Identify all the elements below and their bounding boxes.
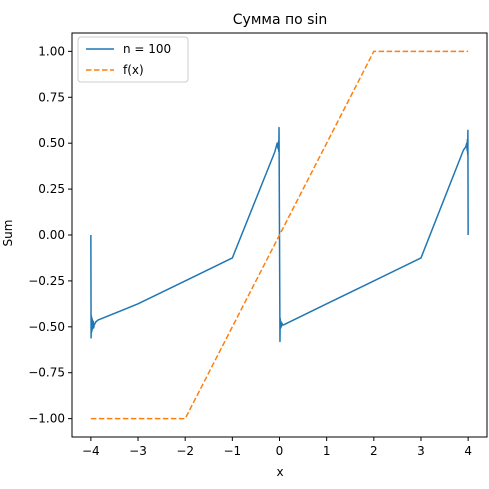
y-tick-label: 0.25 xyxy=(38,182,65,196)
series-line-fx xyxy=(90,50,469,420)
y-tick-label: 0.50 xyxy=(38,136,65,150)
x-tick-label: 3 xyxy=(417,444,425,458)
x-tick-label: −1 xyxy=(223,444,241,458)
x-tick-label: 4 xyxy=(464,444,472,458)
y-tick-label: −1.00 xyxy=(28,412,65,426)
legend-label-n100: n = 100 xyxy=(123,42,171,56)
chart-title: Сумма по sin xyxy=(233,12,327,28)
y-tick-label: 0.00 xyxy=(38,228,65,242)
legend-label-fx: f(x) xyxy=(123,63,144,77)
y-tick-label: −0.50 xyxy=(28,320,65,334)
y-axis-label: Sum xyxy=(1,220,15,247)
series-layer xyxy=(90,50,469,420)
x-tick-label: −2 xyxy=(176,444,194,458)
x-tick-label: 0 xyxy=(276,444,284,458)
x-tick-label: 1 xyxy=(323,444,331,458)
y-tick-label: −0.75 xyxy=(28,366,65,380)
x-axis-label: x xyxy=(276,465,283,479)
x-tick-label: −3 xyxy=(129,444,147,458)
legend: n = 100 f(x) xyxy=(77,36,189,83)
y-tick-label: 1.00 xyxy=(38,44,65,58)
series-line-n100 xyxy=(90,126,469,343)
x-tick-label: 2 xyxy=(370,444,378,458)
y-tick-label: 0.75 xyxy=(38,90,65,104)
x-tick-label: −4 xyxy=(82,444,100,458)
axes-layer: −4 −3 −2 −1 0 1 2 3 4 −1.00 −0.75 −0.50 −0.25 0.00 0.2… xyxy=(28,32,488,458)
y-tick-label: −0.25 xyxy=(28,274,65,288)
